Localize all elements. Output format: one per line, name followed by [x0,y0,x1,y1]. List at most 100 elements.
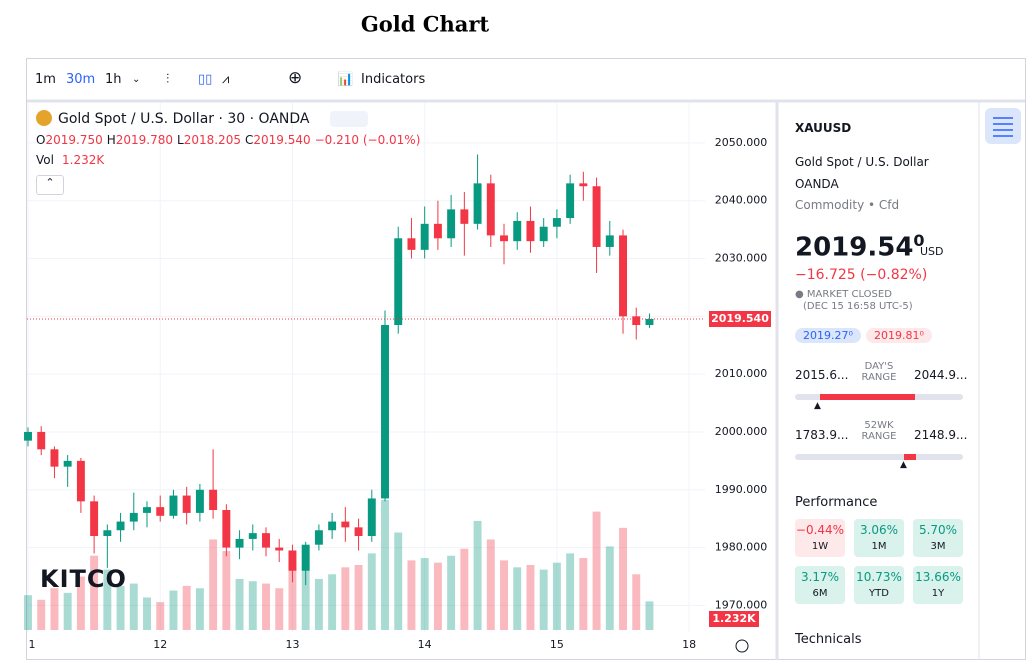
indicators-button[interactable]: Indicators [361,72,426,87]
volume-bar [566,553,575,630]
market-time: (DEC 15 16:58 UTC-5) [803,301,913,312]
sidebar-symbol: XAUUSD [795,121,852,135]
performance-value: 3.17% [800,570,840,584]
volume-bar [394,532,403,630]
indicators-icon[interactable]: 📊 [337,72,354,87]
collapse-button[interactable]: ⌃ [36,175,64,195]
performance-tile: 5.70% 3M [913,519,963,557]
candle-body [486,183,495,236]
day-range-fill [820,394,915,400]
sidebar-price: 2019.540 [795,231,925,263]
performance-value: −0.44% [795,523,845,537]
ohlc-key: H [106,133,116,147]
candles-icon[interactable]: ▯▯ [198,72,213,87]
candle-body [182,495,191,513]
candle-body [526,220,535,242]
volume-bar [619,527,627,630]
performance-tile: 3.17% 6M [795,566,845,604]
candle-body [50,449,59,467]
interval-1h[interactable]: 1h [105,72,122,87]
volume-bar [262,583,270,630]
performance-title: Performance [795,495,878,510]
y-tick-label: 2040.000 [715,194,768,207]
ask: 2019.81⁰ [866,328,932,343]
candle-body [63,460,72,467]
candle-body [381,325,389,499]
candle-body [632,316,641,326]
candle-body [341,521,350,528]
candle-body [605,235,614,247]
performance-period: 1M [871,541,887,552]
symbol-icon [36,110,52,126]
candle-body [76,460,85,502]
performance-tile: 13.66% 1Y [913,566,963,604]
candle-body [195,489,204,513]
last-price-box [709,310,771,327]
volume-bar [645,601,654,630]
volume-bar [539,569,548,630]
y-tick-label: 2010.000 [715,367,768,380]
volume-label-box [709,611,759,627]
volume-bar [447,555,456,630]
candle-body [447,209,456,239]
candle-body [354,527,363,537]
candle-body [90,501,99,537]
interval-30m[interactable]: 30m [66,72,96,87]
sidebar-name: Gold Spot / U.S. Dollar [795,155,929,169]
line-icon[interactable]: ⩘ [222,72,230,87]
volume-bar [222,551,231,630]
compare-icon[interactable]: ⊕ [288,68,303,88]
candle-body [328,521,337,531]
volume-bar [209,539,218,630]
volume-bar [314,578,323,630]
ohlc-key: O [36,133,46,147]
y-tick-label: 1980.000 [715,541,768,554]
candle-body [552,218,561,227]
candle-body [619,235,627,317]
day-label: DAY'S RANGE [861,361,897,383]
bars-icon[interactable]: ⫶ [166,72,170,87]
candle-body [262,533,270,548]
volume-key: Vol [36,153,54,167]
watchlist-icon [993,117,1013,137]
volume-bar [301,569,310,630]
wk-marker: ▲ [900,460,907,470]
candle-body [143,507,151,513]
candle-body [235,538,244,548]
candle-body [129,512,138,522]
watchlist-button[interactable] [985,108,1021,144]
ohlc-value: 2018.205 [183,133,241,147]
candle-body [592,186,601,247]
candle-body [222,510,231,548]
candle-body [169,495,178,516]
candle-body [539,226,548,242]
volume-bar [632,574,641,630]
interval-1m[interactable]: 1m [35,72,56,87]
candle-body [116,521,125,531]
ohlc-key: C [244,133,254,147]
performance-value: 13.66% [915,570,961,584]
x-tick-label: 13 [285,638,299,651]
wk-high: 2148.9... [914,428,968,442]
candle-body [579,183,588,187]
candle-body [433,223,442,239]
interval-menu[interactable]: ⌄ [132,74,141,85]
volume-bar [433,562,442,630]
candle-body [500,235,508,242]
performance-period: 1W [811,541,829,552]
volume-bar [460,548,469,630]
performance-value: 5.70% [918,523,958,537]
volume-bar [182,585,191,630]
x-tick-label: 18 [682,638,696,651]
volume-bar [156,602,165,630]
volume-bar [367,553,376,630]
volume-bar [275,588,284,630]
volume-bar [143,597,151,630]
ohlc-value: 2019.540 [253,133,311,147]
volume-bar [63,592,72,630]
volume-bar [328,574,337,630]
y-tick-label: 2000.000 [715,425,768,438]
market-status: ● MARKET CLOSED [795,289,892,300]
